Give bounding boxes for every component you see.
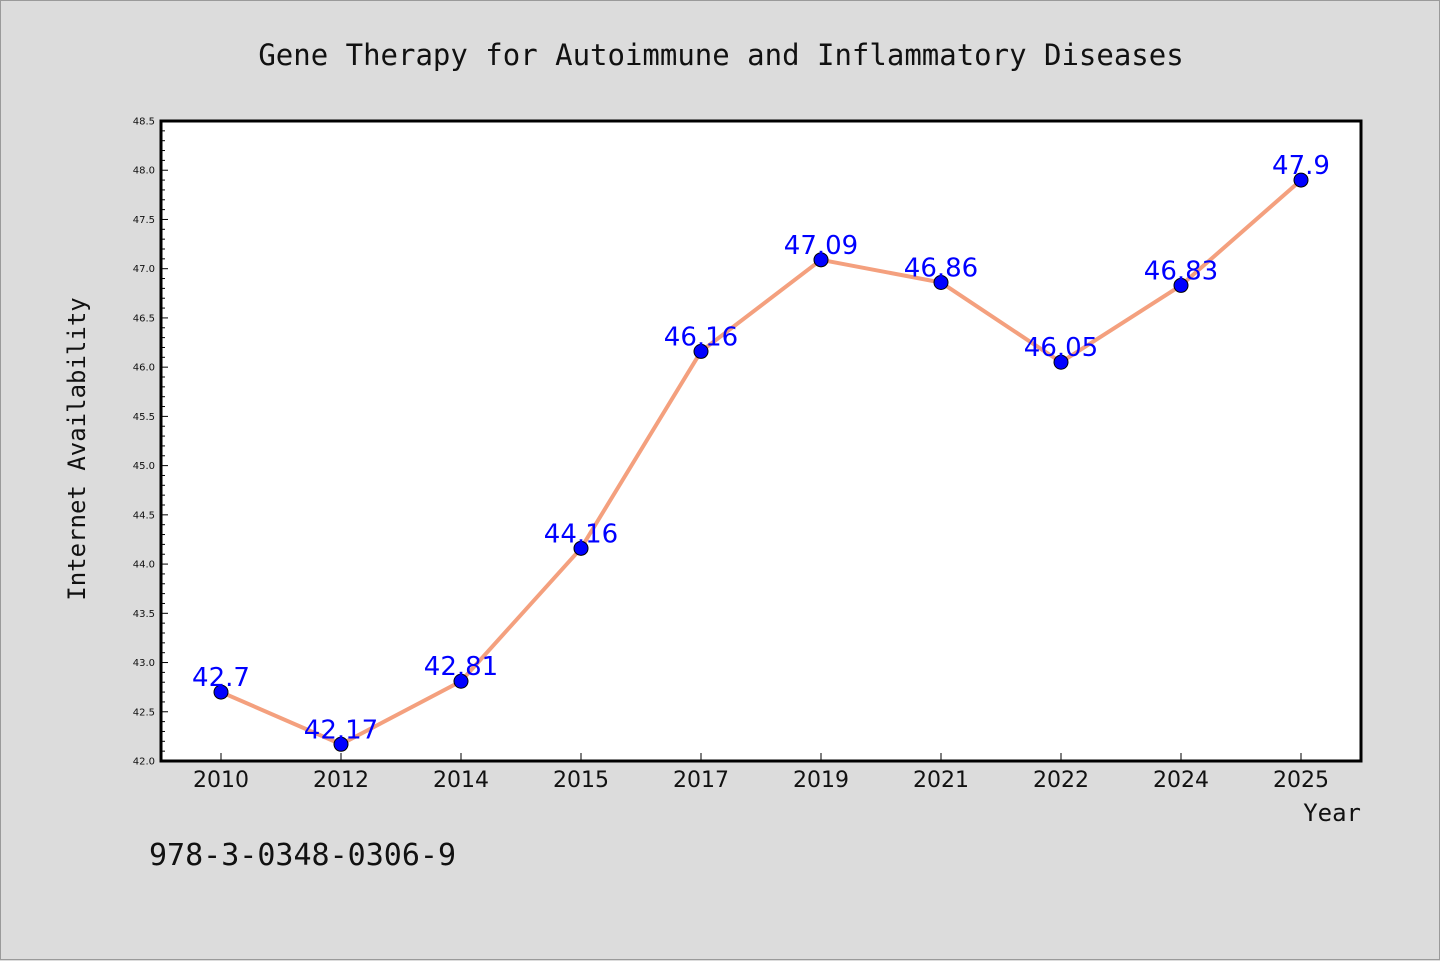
data-point bbox=[933, 274, 949, 290]
x-tick-label: 2019 bbox=[793, 768, 849, 793]
data-point bbox=[1173, 277, 1189, 293]
x-axis-label: Year bbox=[1303, 799, 1361, 827]
y-tick-label: 42.0 bbox=[133, 757, 155, 768]
y-tick-label: 48.0 bbox=[133, 166, 155, 177]
data-point bbox=[333, 736, 349, 752]
data-point bbox=[1053, 354, 1069, 370]
series-group: 42.7 42.17 42.81 44.16 46.16 47.09 46.86 46.05 4… bbox=[192, 151, 1330, 752]
data-label: 42.17 bbox=[304, 715, 378, 745]
data-label: 46.83 bbox=[1144, 256, 1218, 286]
y-tick-label: 43.5 bbox=[133, 609, 155, 620]
x-axis: 2010 2012 2014 2015 2017 2019 2021 2022 2024 2025 bbox=[193, 753, 1329, 793]
x-tick-label: 2021 bbox=[913, 768, 969, 793]
y-tick-label: 45.0 bbox=[133, 461, 155, 472]
series-line bbox=[219, 178, 1303, 747]
y-tick-label: 46.0 bbox=[133, 363, 155, 374]
data-label: 46.86 bbox=[904, 253, 978, 283]
y-axis-label: Internet Availability bbox=[63, 297, 91, 600]
plot-area bbox=[159, 119, 1363, 763]
data-point bbox=[213, 684, 229, 700]
y-tick-label: 47.0 bbox=[133, 264, 155, 275]
isbn-annotation: 978-3-0348-0306-9 bbox=[149, 838, 456, 873]
x-tick-label: 2012 bbox=[313, 768, 369, 793]
x-tick-label: 2014 bbox=[433, 768, 489, 793]
data-point bbox=[813, 252, 829, 268]
y-tick-label: 48.5 bbox=[133, 117, 155, 128]
y-tick-label: 43.0 bbox=[133, 658, 155, 669]
y-tick-label: 45.5 bbox=[133, 412, 155, 423]
y-tick-label: 44.5 bbox=[133, 510, 155, 521]
data-label: 44.16 bbox=[544, 519, 618, 549]
y-tick-label: 42.5 bbox=[133, 707, 155, 718]
data-point bbox=[453, 673, 469, 689]
x-tick-label: 2017 bbox=[673, 768, 729, 793]
y-tick-label: 47.5 bbox=[133, 215, 155, 226]
data-label: 42.81 bbox=[424, 652, 498, 682]
x-tick-label: 2015 bbox=[553, 768, 609, 793]
data-label: 47.9 bbox=[1272, 151, 1330, 181]
data-label: 47.09 bbox=[784, 231, 858, 261]
data-label: 42.7 bbox=[192, 663, 250, 693]
data-label: 46.16 bbox=[664, 322, 738, 352]
y-tick-label: 44.0 bbox=[133, 560, 155, 571]
data-point bbox=[573, 540, 589, 556]
y-tick-label: 46.5 bbox=[133, 313, 155, 324]
x-tick-label: 2024 bbox=[1153, 768, 1209, 793]
data-point bbox=[1293, 172, 1309, 188]
y-axis: 42.0 42.5 43.0 43.5 44.0 44.5 45.0 45.5 46.0 46.5… bbox=[133, 117, 168, 768]
chart-title: Gene Therapy for Autoimmune and Inflamma… bbox=[258, 38, 1183, 72]
x-tick-label: 2010 bbox=[193, 768, 249, 793]
data-label: 46.05 bbox=[1024, 333, 1098, 363]
x-tick-label: 2025 bbox=[1273, 768, 1329, 793]
x-tick-label: 2022 bbox=[1033, 768, 1089, 793]
data-point bbox=[693, 343, 709, 359]
